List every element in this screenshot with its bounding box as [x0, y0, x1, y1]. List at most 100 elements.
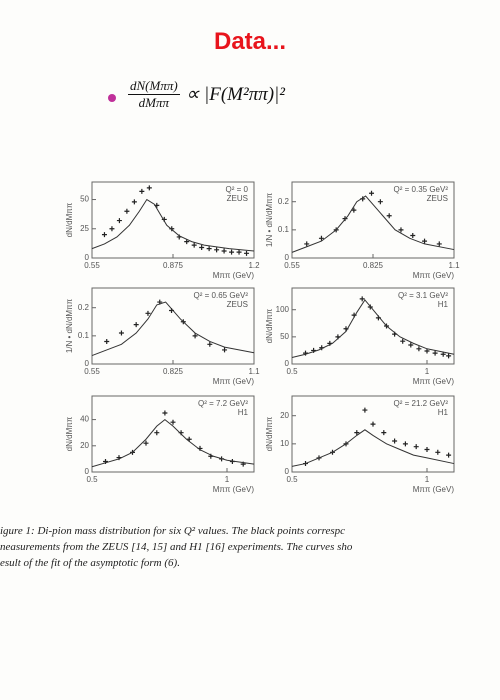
y-axis-label: dN/dMππ — [65, 202, 74, 237]
data-point — [244, 250, 250, 256]
x-tick-label: 1 — [225, 475, 230, 484]
x-tick-label: 0.55 — [84, 367, 100, 376]
data-point — [318, 235, 324, 241]
x-tick-label: 0.825 — [363, 261, 384, 270]
plot-frame — [291, 395, 455, 473]
annotation: ZEUS — [227, 300, 248, 309]
data-point — [392, 438, 398, 444]
data-point — [359, 296, 365, 302]
annotation: ZEUS — [227, 194, 248, 203]
bullet — [108, 94, 116, 102]
data-point — [191, 242, 197, 248]
y-tick-label: 0 — [85, 253, 90, 262]
x-tick-label: 0.55 — [84, 261, 100, 270]
denominator: dMππ — [138, 95, 170, 110]
data-point — [101, 232, 107, 238]
data-point — [400, 338, 406, 344]
numerator: dN(Mππ) — [128, 78, 180, 95]
y-tick-label: 0.1 — [278, 225, 290, 234]
data-point — [104, 338, 110, 344]
data-point — [446, 353, 452, 359]
formula-rest: ∝ |F(M²ππ)|² — [185, 84, 285, 105]
annotation: Q² = 0.35 GeV² — [394, 185, 449, 194]
annotation: H1 — [438, 300, 449, 309]
data-point — [118, 330, 124, 336]
data-point — [221, 248, 227, 254]
y-tick-label: 0 — [85, 467, 90, 476]
x-tick-label: 1.1 — [448, 261, 460, 270]
annotation: H1 — [438, 408, 449, 417]
data-point — [192, 333, 198, 339]
data-point — [146, 185, 152, 191]
slide-title: Data... — [213, 28, 287, 55]
data-point — [143, 440, 149, 446]
data-point — [124, 208, 130, 214]
data-point — [432, 350, 438, 356]
x-tick-label: 1 — [425, 475, 430, 484]
fit-curve — [91, 301, 255, 357]
annotation: H1 — [238, 408, 249, 417]
y-tick-label: 0 — [285, 359, 290, 368]
y-tick-label: 0.2 — [78, 303, 90, 312]
x-tick-label: 0.825 — [163, 367, 184, 376]
data-point — [184, 239, 190, 245]
fit-curve — [91, 418, 255, 468]
data-point — [381, 430, 387, 436]
y-tick-label: 25 — [80, 224, 89, 233]
data-point — [386, 213, 392, 219]
caption: igure 1: Di-pion mass distribution for s… — [0, 523, 500, 571]
y-axis-label: 1/N • dN/dMππ — [265, 192, 274, 247]
y-tick-label: 10 — [280, 439, 289, 448]
y-tick-label: 40 — [80, 415, 89, 424]
data-point — [303, 350, 308, 356]
x-tick-label: 1.1 — [248, 367, 260, 376]
data-point — [422, 238, 428, 244]
fraction: dN(Mππ) dMππ — [128, 78, 180, 111]
data-point — [398, 227, 404, 233]
x-tick-label: 0.5 — [86, 475, 98, 484]
data-point — [169, 226, 175, 232]
fit-curve — [291, 195, 455, 253]
x-axis-label: Mππ (GeV) — [413, 377, 455, 386]
x-tick-label: 0.5 — [286, 475, 298, 484]
x-axis-label: Mππ (GeV) — [213, 377, 255, 386]
x-axis-label: Mππ (GeV) — [213, 271, 255, 280]
y-tick-label: 50 — [280, 332, 289, 341]
data-point — [410, 232, 416, 238]
annotation: Q² = 21.2 GeV² — [394, 399, 449, 408]
x-tick-label: 1.2 — [248, 261, 260, 270]
y-axis-label: dN/dMππ — [265, 416, 274, 451]
y-tick-label: 0 — [285, 467, 290, 476]
data-point — [435, 449, 441, 455]
formula: dN(Mππ) dMππ ∝ |F(M²ππ)|² — [128, 78, 285, 111]
data-point — [162, 410, 168, 416]
y-axis-label: dN/dMππ — [65, 416, 74, 451]
data-point — [222, 347, 228, 353]
fit-curve — [291, 299, 455, 358]
x-tick-label: 0.55 — [284, 261, 300, 270]
data-point — [229, 249, 235, 255]
plot-frame — [291, 287, 455, 365]
y-tick-label: 20 — [80, 441, 89, 450]
x-axis-label: Mππ (GeV) — [413, 271, 455, 280]
data-point — [436, 241, 442, 247]
data-point — [304, 241, 310, 247]
y-axis-label: dN/dMππ — [265, 308, 274, 343]
fit-curve — [91, 198, 255, 252]
annotation: Q² = 0 — [226, 185, 249, 194]
y-tick-label: 0 — [285, 253, 290, 262]
data-point — [214, 247, 220, 253]
data-point — [109, 226, 115, 232]
data-point — [199, 244, 205, 250]
y-tick-label: 0.1 — [78, 331, 90, 340]
data-point — [206, 246, 212, 252]
fit-curve — [291, 429, 455, 467]
x-tick-label: 0.875 — [163, 261, 184, 270]
data-point — [402, 441, 408, 447]
data-point — [370, 421, 376, 427]
data-point — [207, 341, 213, 347]
data-point — [154, 430, 160, 436]
data-point — [131, 199, 137, 205]
x-tick-label: 0.5 — [286, 367, 298, 376]
